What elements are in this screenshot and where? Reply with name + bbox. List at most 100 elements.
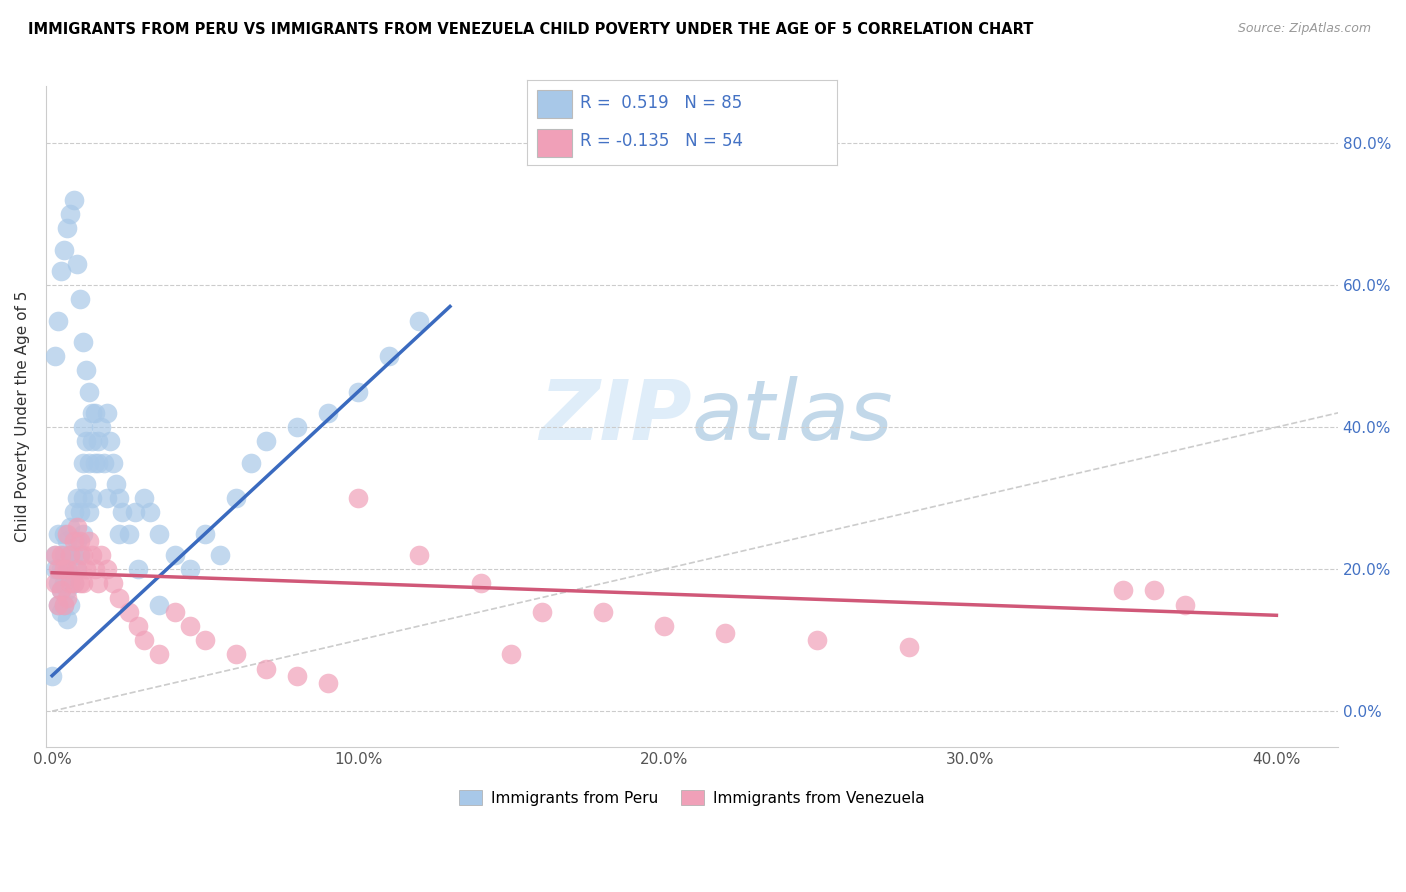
Point xyxy=(65,533,87,548)
Point xyxy=(108,526,131,541)
Point xyxy=(62,533,84,548)
Point xyxy=(408,548,430,562)
Point xyxy=(51,562,73,576)
Point xyxy=(117,605,139,619)
Point xyxy=(209,548,232,562)
Point xyxy=(46,562,69,576)
Point xyxy=(44,562,66,576)
Point xyxy=(127,619,149,633)
Point xyxy=(80,491,103,505)
FancyBboxPatch shape xyxy=(537,128,572,157)
Point xyxy=(254,434,277,449)
Point xyxy=(285,420,308,434)
Point xyxy=(90,548,112,562)
Legend: Immigrants from Peru, Immigrants from Venezuela: Immigrants from Peru, Immigrants from Ve… xyxy=(453,783,931,812)
Point xyxy=(53,576,76,591)
Point xyxy=(240,456,263,470)
Point xyxy=(90,420,112,434)
Point xyxy=(72,420,94,434)
Point xyxy=(59,548,82,562)
Point xyxy=(1143,583,1166,598)
Point xyxy=(530,605,553,619)
Point xyxy=(53,562,76,576)
Point xyxy=(65,257,87,271)
Point xyxy=(194,526,217,541)
Point xyxy=(80,548,103,562)
Point xyxy=(148,648,170,662)
Point xyxy=(72,334,94,349)
Point xyxy=(44,548,66,562)
Point xyxy=(139,505,162,519)
Point xyxy=(62,548,84,562)
Point xyxy=(316,406,339,420)
Point xyxy=(84,562,107,576)
Point xyxy=(75,477,97,491)
Point xyxy=(592,605,614,619)
Point xyxy=(51,548,73,562)
Point xyxy=(501,648,523,662)
Point xyxy=(56,562,79,576)
Point xyxy=(225,491,247,505)
Point xyxy=(87,576,110,591)
Point xyxy=(77,505,100,519)
Point xyxy=(59,569,82,583)
Point xyxy=(127,562,149,576)
Point xyxy=(148,526,170,541)
Point xyxy=(69,576,91,591)
Point xyxy=(56,612,79,626)
Point xyxy=(84,406,107,420)
Point xyxy=(46,313,69,327)
Point xyxy=(194,633,217,648)
Point xyxy=(347,491,370,505)
Point xyxy=(408,313,430,327)
Point xyxy=(56,591,79,605)
Point xyxy=(41,668,63,682)
Point xyxy=(93,456,115,470)
Point xyxy=(132,633,155,648)
Point xyxy=(316,675,339,690)
Point xyxy=(87,456,110,470)
Point xyxy=(65,562,87,576)
Point xyxy=(72,576,94,591)
FancyBboxPatch shape xyxy=(537,89,572,118)
Point xyxy=(75,562,97,576)
Point xyxy=(46,598,69,612)
Point xyxy=(714,626,737,640)
Point xyxy=(62,576,84,591)
Point xyxy=(65,562,87,576)
Point xyxy=(46,526,69,541)
Point xyxy=(51,264,73,278)
Point xyxy=(98,434,121,449)
Point xyxy=(59,548,82,562)
Text: R =  0.519   N = 85: R = 0.519 N = 85 xyxy=(579,95,742,112)
Point xyxy=(51,583,73,598)
Point xyxy=(69,548,91,562)
Point xyxy=(179,619,201,633)
Point xyxy=(69,293,91,307)
Point xyxy=(69,505,91,519)
Point xyxy=(163,548,186,562)
Point xyxy=(62,576,84,591)
Point xyxy=(148,598,170,612)
Point xyxy=(51,583,73,598)
Point xyxy=(1112,583,1135,598)
Point xyxy=(898,640,921,655)
Point xyxy=(56,583,79,598)
Point xyxy=(84,456,107,470)
Point xyxy=(51,605,73,619)
Point xyxy=(103,576,125,591)
Point xyxy=(108,591,131,605)
Y-axis label: Child Poverty Under the Age of 5: Child Poverty Under the Age of 5 xyxy=(15,291,30,542)
Point xyxy=(103,456,125,470)
Point xyxy=(806,633,828,648)
Point xyxy=(44,576,66,591)
Point xyxy=(77,533,100,548)
Point xyxy=(44,548,66,562)
Point xyxy=(378,349,401,363)
Point xyxy=(77,384,100,399)
Point xyxy=(59,207,82,221)
Point xyxy=(80,406,103,420)
Point xyxy=(96,491,118,505)
Point xyxy=(1174,598,1197,612)
Point xyxy=(62,505,84,519)
